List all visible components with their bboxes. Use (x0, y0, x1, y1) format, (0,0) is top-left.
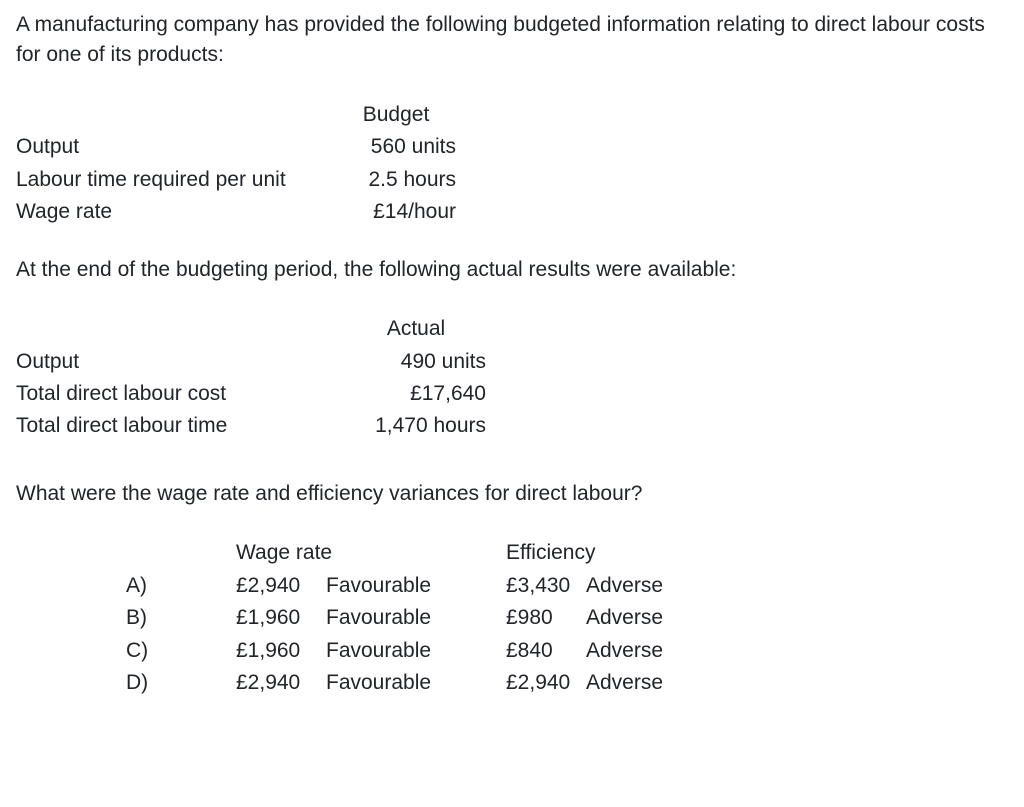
wage-direction: Favourable (326, 602, 506, 634)
budget-row-label: Output (16, 131, 336, 163)
actual-row-label: Total direct labour cost (16, 378, 346, 410)
option-label: C) (126, 635, 236, 667)
budget-header: Budget (336, 99, 456, 131)
efficiency-amount: £840 (506, 635, 586, 667)
answer-option-b[interactable]: B) £1,960 Favourable £980 Adverse (126, 602, 696, 634)
question-text: What were the wage rate and efficiency v… (16, 479, 1008, 509)
wage-amount: £2,940 (236, 570, 326, 602)
answers-table: Wage rate Efficiency A) £2,940 Favourabl… (126, 537, 696, 699)
wage-amount: £2,940 (236, 667, 326, 699)
actual-row-label: Output (16, 346, 346, 378)
budget-row-value: £14/hour (336, 196, 456, 228)
actual-row-value: 1,470 hours (346, 410, 486, 442)
answers-header-row: Wage rate Efficiency (126, 537, 696, 569)
answers-header-spacer (126, 537, 236, 569)
option-label: D) (126, 667, 236, 699)
efficiency-direction: Adverse (586, 602, 696, 634)
wage-amount: £1,960 (236, 602, 326, 634)
actual-row-label: Total direct labour time (16, 410, 346, 442)
wage-amount: £1,960 (236, 635, 326, 667)
answer-option-d[interactable]: D) £2,940 Favourable £2,940 Adverse (126, 667, 696, 699)
budget-table: Budget Output 560 units Labour time requ… (16, 99, 456, 229)
answer-option-a[interactable]: A) £2,940 Favourable £3,430 Adverse (126, 570, 696, 602)
budget-row-label: Wage rate (16, 196, 336, 228)
budget-row-value: 2.5 hours (336, 164, 456, 196)
wage-direction: Favourable (326, 667, 506, 699)
table-row: Labour time required per unit 2.5 hours (16, 164, 456, 196)
table-row: Wage rate £14/hour (16, 196, 456, 228)
efficiency-header: Efficiency (506, 537, 696, 569)
mid-text: At the end of the budgeting period, the … (16, 255, 1008, 285)
efficiency-direction: Adverse (586, 667, 696, 699)
actual-table: Actual Output 490 units Total direct lab… (16, 313, 486, 443)
actual-row-value: £17,640 (346, 378, 486, 410)
actual-section: Actual Output 490 units Total direct lab… (16, 313, 1008, 443)
option-label: A) (126, 570, 236, 602)
efficiency-direction: Adverse (586, 635, 696, 667)
answers-section: Wage rate Efficiency A) £2,940 Favourabl… (16, 537, 1008, 699)
actual-header-spacer (16, 313, 346, 345)
budget-header-spacer (16, 99, 336, 131)
actual-row-value: 490 units (346, 346, 486, 378)
budget-row-label: Labour time required per unit (16, 164, 336, 196)
efficiency-amount: £2,940 (506, 667, 586, 699)
table-row: Total direct labour time 1,470 hours (16, 410, 486, 442)
budget-row-value: 560 units (336, 131, 456, 163)
efficiency-amount: £3,430 (506, 570, 586, 602)
budget-section: Budget Output 560 units Labour time requ… (16, 99, 1008, 229)
wage-direction: Favourable (326, 570, 506, 602)
table-row: Output 490 units (16, 346, 486, 378)
actual-header: Actual (346, 313, 486, 345)
intro-text: A manufacturing company has provided the… (16, 10, 1008, 71)
answer-option-c[interactable]: C) £1,960 Favourable £840 Adverse (126, 635, 696, 667)
wage-direction: Favourable (326, 635, 506, 667)
table-row: Output 560 units (16, 131, 456, 163)
efficiency-direction: Adverse (586, 570, 696, 602)
option-label: B) (126, 602, 236, 634)
wage-rate-header: Wage rate (236, 537, 506, 569)
efficiency-amount: £980 (506, 602, 586, 634)
table-row: Total direct labour cost £17,640 (16, 378, 486, 410)
